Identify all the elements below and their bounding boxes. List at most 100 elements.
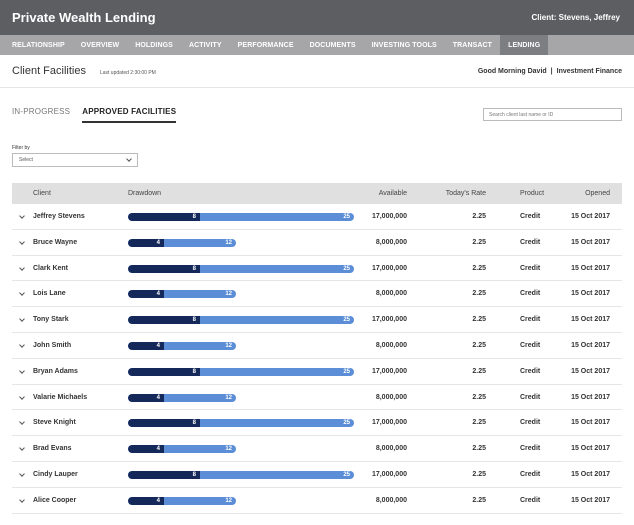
drawdown-total-label: 25 (343, 420, 350, 427)
opened-date: 15 Oct 2017 (571, 496, 610, 504)
drawdown-used-label: 4 (156, 446, 160, 453)
available-amount: 8,000,000 (375, 290, 407, 298)
nav-item-transact[interactable]: TRANSACT (452, 41, 493, 49)
header-info: Good Morning David | Investment Finance (478, 68, 622, 75)
expand-chevron-icon[interactable] (19, 316, 25, 323)
table-body: Jeffrey Stevens 8 25 17,000,000 2.25 Credit 15… (12, 204, 622, 514)
expand-chevron-icon[interactable] (19, 496, 25, 503)
product: Credit (520, 213, 541, 220)
header-opened[interactable]: Opened (585, 190, 610, 197)
client-name: Bryan Adams (33, 367, 78, 375)
facilities-table: Client Drawdown Available Today's Rate P… (12, 183, 622, 514)
tab-approved-facilities[interactable]: APPROVED FACILITIES (82, 107, 177, 123)
drawdown-total-label: 25 (343, 368, 350, 375)
expand-chevron-icon[interactable] (19, 342, 25, 348)
expand-chevron-icon[interactable] (19, 290, 25, 297)
drawdown-bar: 8 25 (128, 367, 354, 376)
nav-item-activity[interactable]: ACTIVITY (188, 41, 222, 49)
main-nav: RELATIONSHIP OVERVIEW HOLDINGS ACTIVITY PERF… (0, 35, 634, 55)
drawdown-total-label: 12 (225, 497, 232, 504)
todays-rate: 2.25 (472, 238, 486, 246)
app-title: Private Wealth Lending (12, 10, 156, 25)
nav-item-performance[interactable]: PERFORMANCE (237, 41, 294, 49)
opened-date: 15 Oct 2017 (571, 316, 610, 324)
table-row[interactable]: Tony Stark 8 25 17,000,000 2.25 Credit 15 Oct … (12, 307, 622, 333)
nav-item-holdings[interactable]: HOLDINGS (135, 41, 173, 49)
tab-in-progress[interactable]: IN-PROGRESS (12, 107, 71, 116)
header-rate[interactable]: Today's Rate (445, 190, 486, 197)
table-header: Client Drawdown Available Today's Rate P… (12, 183, 622, 204)
drawdown-total-label: 12 (225, 446, 232, 453)
table-row[interactable]: Bruce Wayne 4 12 8,000,000 2.25 Credit 15 Oct … (12, 230, 622, 256)
client-name: Cindy Lauper (33, 470, 78, 478)
drawdown-used-label: 8 (192, 265, 196, 272)
drawdown-used-label: 8 (192, 214, 196, 220)
opened-date: 15 Oct 2017 (571, 238, 610, 246)
product: Credit (520, 290, 541, 298)
table-row[interactable]: Cindy Lauper 8 25 17,000,000 2.25 Credit 15 Oc… (12, 462, 622, 488)
todays-rate: 2.25 (472, 445, 486, 453)
nav-item-documents[interactable]: DOCUMENTS (309, 41, 356, 49)
drawdown-total-label: 12 (225, 291, 232, 298)
drawdown-used-label: 4 (156, 394, 160, 401)
drawdown-total-label: 25 (343, 471, 350, 478)
opened-date: 15 Oct 2017 (571, 264, 610, 272)
header-client[interactable]: Client (33, 190, 51, 197)
drawdown-used-fill (128, 213, 200, 221)
table-row[interactable]: Valarie Michaels 4 12 8,000,000 2.25 Credit 15… (12, 385, 622, 411)
opened-date: 15 Oct 2017 (571, 419, 610, 427)
client-name: Steve Knight (33, 419, 76, 427)
header-product[interactable]: Product (520, 190, 545, 197)
filter-select[interactable]: Select (12, 153, 138, 167)
header-available[interactable]: Available (378, 190, 407, 197)
drawdown-bar: 8 25 (128, 419, 354, 428)
product: Credit (520, 341, 541, 349)
table-row[interactable]: Bryan Adams 8 25 17,000,000 2.25 Credit 15 Oct… (12, 359, 622, 385)
expand-chevron-icon[interactable] (19, 213, 25, 219)
product: Credit (520, 393, 541, 401)
chevron-down-icon (126, 156, 132, 162)
drawdown-used-label: 4 (156, 291, 160, 298)
product: Credit (520, 238, 541, 246)
expand-chevron-icon[interactable] (19, 419, 25, 426)
table-row[interactable]: Brad Evans 4 12 8,000,000 2.25 Credit 15 Oct 2… (12, 436, 622, 462)
table-row[interactable]: Jeffrey Stevens 8 25 17,000,000 2.25 Credit 15… (12, 204, 622, 230)
drawdown-total-label: 12 (225, 394, 232, 401)
drawdown-used-label: 8 (192, 317, 196, 324)
nav-item-investing-tools[interactable]: INVESTING TOOLS (371, 41, 437, 49)
expand-chevron-icon[interactable] (19, 471, 25, 477)
table-row[interactable]: Clark Kent 8 25 17,000,000 2.25 Credit 15 Oct … (12, 256, 622, 282)
drawdown-used-label: 8 (192, 368, 196, 375)
expand-chevron-icon[interactable] (19, 238, 25, 245)
client-name: Jeffrey Stevens (33, 213, 85, 220)
product: Credit (520, 264, 541, 272)
expand-chevron-icon[interactable] (19, 445, 25, 452)
search-input[interactable] (483, 108, 622, 121)
nav-item-overview[interactable]: OVERVIEW (80, 41, 120, 49)
table-row[interactable]: Lois Lane 4 12 8,000,000 2.25 Credit 15 Oct 20… (12, 281, 622, 308)
available-amount: 17,000,000 (371, 264, 407, 272)
drawdown-total-label: 25 (343, 317, 350, 324)
expand-chevron-icon[interactable] (19, 393, 25, 400)
drawdown-bar: 4 12 (128, 290, 236, 299)
expand-chevron-icon[interactable] (19, 367, 25, 374)
drawdown-total-label: 12 (225, 239, 232, 246)
drawdown-used-fill (128, 238, 164, 247)
drawdown-total-label: 12 (225, 342, 232, 349)
table-row[interactable]: John Smith 4 12 8,000,000 2.25 Credit 15 Oct 2… (12, 333, 622, 359)
table-row[interactable]: Steve Knight 8 25 17,000,000 2.25 Credit 15 Oc… (12, 410, 622, 437)
last-updated: Last updated 2:30:00 PM (99, 69, 156, 76)
available-amount: 8,000,000 (375, 445, 407, 453)
drawdown-used-label: 8 (192, 420, 196, 427)
drawdown-used-fill (128, 419, 200, 428)
drawdown-used-fill (128, 341, 164, 350)
header-drawdown[interactable]: Drawdown (128, 190, 162, 197)
nav-item-lending[interactable]: LENDING (500, 35, 549, 55)
expand-chevron-icon[interactable] (19, 264, 25, 271)
drawdown-bar: 8 25 (128, 470, 354, 479)
nav-item-relationship[interactable]: RELATIONSHIP (12, 41, 65, 49)
drawdown-bar: 4 12 (128, 238, 236, 247)
drawdown-used-fill (128, 316, 200, 325)
table-row[interactable]: Alice Cooper 4 12 8,000,000 2.25 Credit 15 Oct… (12, 488, 622, 514)
drawdown-used-label: 8 (192, 471, 196, 478)
